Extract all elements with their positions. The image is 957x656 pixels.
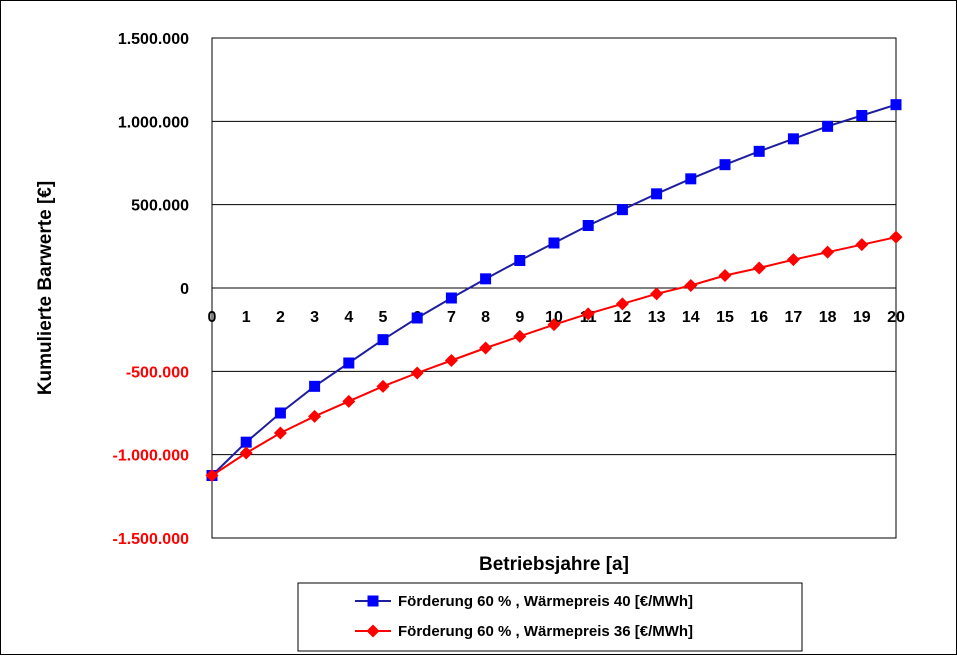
data-point (342, 394, 356, 408)
x-tick-label: 17 (785, 309, 803, 326)
data-point (239, 446, 253, 460)
legend-marker (366, 624, 380, 638)
data-point (410, 366, 424, 380)
y-tick-label: 0 (180, 281, 189, 298)
data-point (787, 133, 799, 145)
x-tick-label: 13 (648, 309, 666, 326)
x-tick-label: 9 (515, 309, 524, 326)
legend-label: Förderung 60 % , Wärmepreis 36 [€/MWh] (398, 623, 693, 640)
data-point (856, 110, 868, 121)
x-tick-label: 5 (379, 309, 388, 326)
y-tick-label: -1.000.000 (112, 448, 189, 465)
x-tick-label: 19 (853, 309, 871, 326)
x-tick-label: 10 (545, 309, 563, 326)
legend-item-2: Förderung 60 % , Wärmepreis 36 [€/MWh] (355, 623, 693, 640)
data-point (444, 354, 458, 367)
data-point (308, 409, 322, 423)
data-point (547, 318, 561, 332)
data-point (822, 120, 834, 132)
x-tick-label: 2 (276, 309, 285, 326)
y-tick-label: 1.500.000 (118, 31, 189, 48)
data-point (753, 145, 765, 157)
data-point (513, 329, 527, 343)
data-point (685, 173, 697, 185)
data-point (684, 279, 698, 292)
x-tick-label: 18 (819, 309, 837, 326)
legend-label: Förderung 60 % , Wärmepreis 40 [€/MWh] (398, 593, 693, 610)
x-tick-label: 14 (682, 309, 700, 326)
data-point (205, 469, 219, 482)
gridlines (212, 37, 896, 539)
data-point (889, 230, 903, 244)
data-point (273, 426, 287, 440)
data-point (615, 297, 629, 311)
data-point (548, 237, 560, 249)
data-point (309, 380, 321, 392)
x-tick-label: 16 (750, 309, 768, 326)
data-point (514, 255, 526, 266)
data-point (786, 253, 800, 267)
y-tick-label: -500.000 (126, 364, 189, 381)
data-point (719, 159, 731, 171)
legend-item-1: Förderung 60 % , Wärmepreis 40 [€/MWh] (355, 593, 693, 610)
y-axis-tick-labels: 1.500.000 1.000.000 500.000 0 -500.000 -1.000… (112, 31, 189, 548)
series-layer (205, 99, 903, 482)
legend: Förderung 60 % , Wärmepreis 40 [€/MWh] Fö… (297, 582, 803, 652)
y-axis-title: Kumulierte Barwerte [€] (35, 181, 56, 395)
legend-marker (367, 595, 379, 607)
x-axis-title: Betriebsjahre [a] (479, 554, 629, 575)
x-tick-label: 15 (716, 309, 734, 326)
x-tick-label: 3 (310, 309, 319, 326)
y-tick-label: -1.500.000 (112, 531, 189, 548)
x-tick-label: 7 (447, 309, 456, 326)
data-point (274, 407, 286, 419)
x-tick-label: 4 (344, 309, 353, 326)
series-line (211, 236, 897, 477)
x-tick-label: 0 (208, 309, 217, 326)
data-point (855, 238, 869, 252)
legend-box (297, 582, 803, 652)
data-point (821, 245, 835, 259)
y-tick-label: 1.000.000 (118, 114, 189, 131)
data-point (480, 273, 492, 285)
data-point (479, 341, 493, 355)
x-tick-label: 8 (481, 309, 490, 326)
plot-area (211, 37, 897, 539)
data-point (377, 334, 389, 346)
data-point (616, 204, 628, 216)
data-point (411, 312, 423, 324)
data-point (890, 99, 902, 111)
x-tick-label: 12 (614, 309, 632, 326)
data-point (651, 188, 663, 200)
data-point (376, 379, 390, 393)
data-point (343, 357, 355, 369)
data-point (445, 292, 457, 304)
data-point (240, 436, 252, 448)
data-point (581, 307, 595, 321)
legend-items: Förderung 60 % , Wärmepreis 40 [€/MWh] Fö… (355, 593, 693, 640)
series-1 (206, 99, 902, 481)
data-point (718, 269, 732, 282)
x-tick-label: 1 (242, 309, 251, 326)
data-point (650, 287, 664, 301)
data-point (582, 220, 594, 231)
data-point (752, 261, 766, 275)
series-2 (205, 230, 903, 482)
x-tick-label: 20 (887, 309, 905, 326)
y-tick-label: 500.000 (131, 198, 189, 215)
